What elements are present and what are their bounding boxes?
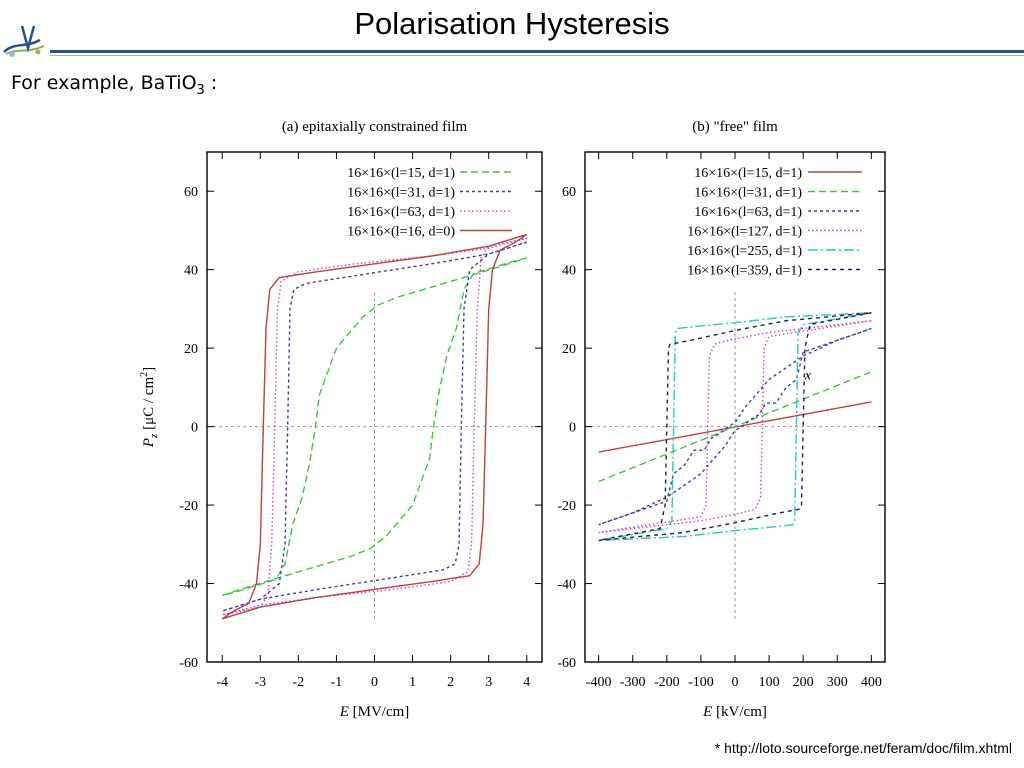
chart-panel-b: (b) "free" film-400 -300 -200 -100 0 100 200 30… <box>557 119 886 720</box>
x-tick-label: 100 <box>759 675 780 690</box>
y-axis-unit: [μC / cm <box>141 377 157 434</box>
example-caption-suffix: : <box>204 72 218 94</box>
y-tick-label: 20 <box>184 342 198 357</box>
legend-label-3: 16×16×(l=63, d=1) <box>347 205 455 220</box>
series-line-4 <box>598 320 872 534</box>
slide-title: Polarisation Hysteresis <box>354 6 670 41</box>
x-tick-label: 400 <box>861 675 882 690</box>
legend-label-3: 16×16×(l=63, d=1) <box>694 205 802 220</box>
title-rule <box>50 50 1024 53</box>
series-line-4 <box>221 233 528 620</box>
y-tick-label: 40 <box>562 264 576 279</box>
y-tick-label: -60 <box>179 656 198 671</box>
y-tick-label: 60 <box>184 185 198 200</box>
legend-label-1: 16×16×(l=15, d=1) <box>347 166 455 181</box>
x-tick-label: 2 <box>447 675 454 690</box>
x-tick-label: -400 <box>586 675 612 690</box>
legend-label-4: 16×16×(l=127, d=1) <box>687 225 802 240</box>
legend-label-2: 16×16×(l=31, d=1) <box>347 186 455 201</box>
legend-label-5: 16×16×(l=255, d=1) <box>687 244 802 259</box>
example-caption-text: For example, BaTiO <box>11 72 197 94</box>
x-tick-label: -100 <box>688 675 714 690</box>
y-axis-var: P <box>141 438 157 448</box>
x-axis-unit: [MV/cm] <box>349 704 409 720</box>
x-tick-label: 200 <box>793 675 814 690</box>
x-tick-label: 0 <box>732 675 739 690</box>
y-tick-label: -20 <box>179 499 198 514</box>
formula-subscript: 3 <box>196 82 205 98</box>
y-tick-label: -40 <box>557 578 576 593</box>
legend-label-6: 16×16×(l=359, d=1) <box>687 264 802 279</box>
series-line-2 <box>598 371 872 483</box>
logo-icon <box>3 25 45 57</box>
x-axis-unit: [kV/cm] <box>712 704 767 720</box>
title-rule-thin <box>50 55 1024 56</box>
x-tick-label: 1 <box>409 675 416 690</box>
x-tick-label: 0 <box>371 675 378 690</box>
chart-annotation: x <box>804 369 812 384</box>
x-tick-label: 300 <box>827 675 848 690</box>
x-axis-var: E <box>702 704 712 720</box>
y-tick-label: 20 <box>562 342 576 357</box>
x-axis-var: E <box>339 704 349 720</box>
series-line-3 <box>598 327 872 526</box>
y-tick-label: 60 <box>562 185 576 200</box>
y-tick-label: 40 <box>184 264 198 279</box>
y-axis-sub: z <box>148 433 160 439</box>
source-footnote: * http://loto.sourceforge.net/feram/doc/… <box>714 740 1012 756</box>
x-axis-label: E [MV/cm] <box>339 704 410 720</box>
series-line-2 <box>221 241 528 612</box>
x-tick-label: -300 <box>620 675 646 690</box>
y-tick-label: -40 <box>179 578 198 593</box>
legend-label-4: 16×16×(l=16, d=0) <box>347 225 455 240</box>
y-axis-close: ] <box>141 367 157 372</box>
x-tick-label: 3 <box>485 675 492 690</box>
example-caption: For example, BaTiO3 : <box>11 72 217 98</box>
x-axis-label: E [kV/cm] <box>702 704 767 720</box>
x-tick-label: -3 <box>254 675 266 690</box>
legend-label-2: 16×16×(l=31, d=1) <box>694 186 802 201</box>
x-tick-label: -1 <box>331 675 343 690</box>
y-axis-sup: 2 <box>139 372 150 377</box>
x-tick-label: -200 <box>654 675 680 690</box>
x-tick-label: -4 <box>216 675 228 690</box>
x-tick-label: -2 <box>293 675 305 690</box>
y-tick-label: -20 <box>557 499 576 514</box>
y-axis-label: Pz [μC / cm2] <box>139 367 160 448</box>
chart-title: (a) epitaxially constrained film <box>282 119 468 135</box>
y-tick-label: 0 <box>569 421 576 436</box>
chart-panel-a: (a) epitaxially constrained film -4 -3 -2 -1… <box>139 119 543 720</box>
series-line-1 <box>221 257 528 596</box>
series-line-6 <box>598 312 872 542</box>
y-tick-label: -60 <box>557 656 576 671</box>
y-tick-label: 0 <box>191 421 198 436</box>
chart-title: (b) "free" film <box>692 119 778 135</box>
x-tick-label: 4 <box>523 675 530 690</box>
legend-label-1: 16×16×(l=15, d=1) <box>694 166 802 181</box>
series-line-3 <box>222 237 527 616</box>
